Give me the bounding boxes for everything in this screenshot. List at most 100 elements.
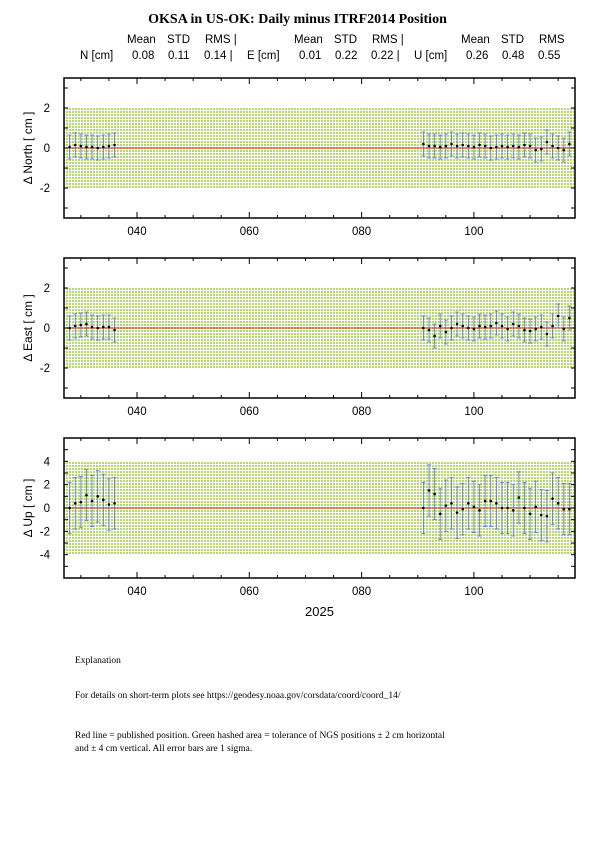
- stat-header-mean-east: Mean: [294, 34, 323, 46]
- y-tick-label: -4: [40, 550, 51, 562]
- data-point: [455, 144, 459, 148]
- data-point: [461, 324, 464, 328]
- data-point: [523, 328, 526, 332]
- data-point: [102, 145, 105, 149]
- data-point: [96, 326, 99, 330]
- data-point: [85, 493, 88, 497]
- data-point: [500, 324, 504, 328]
- stat-header-std-north: STD: [167, 34, 190, 46]
- data-point: [495, 502, 498, 505]
- data-point: [495, 321, 498, 325]
- data-point: [495, 145, 498, 149]
- data-point: [511, 322, 515, 326]
- data-point: [545, 514, 549, 518]
- data-point: [73, 502, 77, 505]
- y-axis-label: Δ East [ cm ]: [21, 294, 35, 361]
- data-point: [483, 144, 487, 148]
- x-tick-label: 040: [127, 586, 146, 598]
- panel-up: 040 060 080 100 -4 -2 0 2 4 Δ Up [ cm ] 2025: [21, 437, 576, 619]
- data-point: [472, 505, 476, 509]
- explanation-legend-line-2: and ± 4 cm vertical. All error bars are …: [75, 744, 253, 754]
- data-point: [422, 142, 425, 146]
- data-point: [472, 145, 476, 149]
- data-point: [433, 334, 436, 338]
- data-point: [540, 325, 543, 329]
- data-point: [96, 495, 99, 498]
- data-point: [73, 324, 77, 328]
- data-point: [68, 326, 71, 330]
- data-point: [422, 506, 425, 510]
- data-point: [523, 143, 526, 147]
- data-point: [455, 511, 459, 514]
- data-point: [545, 140, 549, 144]
- data-point: [467, 502, 470, 505]
- y-tick-label: -2: [40, 526, 50, 538]
- data-point: [534, 505, 537, 509]
- data-point: [556, 314, 560, 318]
- data-point: [113, 143, 116, 147]
- stat-label-east: E [cm]: [247, 50, 280, 62]
- data-point: [556, 502, 560, 505]
- explanation-legend-line-1: Red line = published position. Green has…: [75, 731, 445, 741]
- data-point: [444, 330, 448, 334]
- data-point: [90, 325, 94, 329]
- data-point: [478, 509, 481, 512]
- data-point: [450, 142, 453, 146]
- panel-east: 040 060 080 100 -2 0 2 Δ East [ cm ]: [21, 257, 576, 418]
- data-point: [79, 500, 83, 504]
- data-point: [427, 328, 431, 332]
- data-point: [523, 506, 526, 510]
- stat-std-up: 0.48: [502, 50, 525, 62]
- data-point: [489, 499, 493, 503]
- y-tick-label: 0: [44, 323, 50, 335]
- data-point: [528, 329, 532, 333]
- data-point: [540, 147, 543, 151]
- x-tick-label: 060: [240, 406, 259, 418]
- data-point: [444, 144, 448, 148]
- data-point: [455, 322, 459, 326]
- data-point: [478, 324, 481, 328]
- stat-label-up: U [cm]: [414, 50, 448, 62]
- data-point: [427, 144, 431, 148]
- x-tick-label: 080: [352, 406, 371, 418]
- stat-header-mean-up: Mean: [461, 34, 490, 46]
- data-point: [500, 144, 504, 148]
- data-point: [467, 326, 470, 330]
- explanation-heading: Explanation: [75, 656, 121, 666]
- data-point: [562, 507, 566, 511]
- y-axis-label: Δ North [ cm ]: [21, 112, 35, 185]
- data-point: [433, 144, 436, 148]
- x-tick-label: 060: [240, 226, 259, 238]
- y-tick-label: 2: [44, 480, 50, 492]
- x-tick-label: 080: [352, 226, 371, 238]
- data-point: [489, 146, 493, 150]
- y-tick-label: 4: [44, 456, 51, 468]
- data-point: [461, 507, 464, 511]
- data-point: [483, 499, 487, 503]
- stat-header-std-east: STD: [334, 34, 357, 46]
- stat-header-rms-east: RMS |: [372, 34, 404, 46]
- data-point: [461, 143, 464, 147]
- data-point: [562, 327, 566, 331]
- x-tick-label: 040: [127, 406, 146, 418]
- data-point: [568, 142, 571, 146]
- x-tick-label: 080: [352, 586, 371, 598]
- data-point: [511, 144, 515, 148]
- data-point: [517, 324, 521, 328]
- data-point: [534, 148, 537, 152]
- data-point: [556, 146, 560, 150]
- data-point: [444, 504, 448, 507]
- data-point: [79, 323, 83, 327]
- data-point: [540, 513, 543, 517]
- stat-label-north: N [cm]: [80, 50, 114, 62]
- y-tick-label: -2: [40, 183, 50, 195]
- stat-std-north: 0.11: [168, 50, 190, 62]
- data-point: [438, 324, 442, 328]
- data-point: [500, 506, 504, 510]
- data-point: [102, 498, 105, 502]
- data-point: [511, 509, 515, 512]
- data-point: [551, 324, 554, 328]
- data-point: [90, 499, 94, 503]
- data-point: [107, 144, 111, 148]
